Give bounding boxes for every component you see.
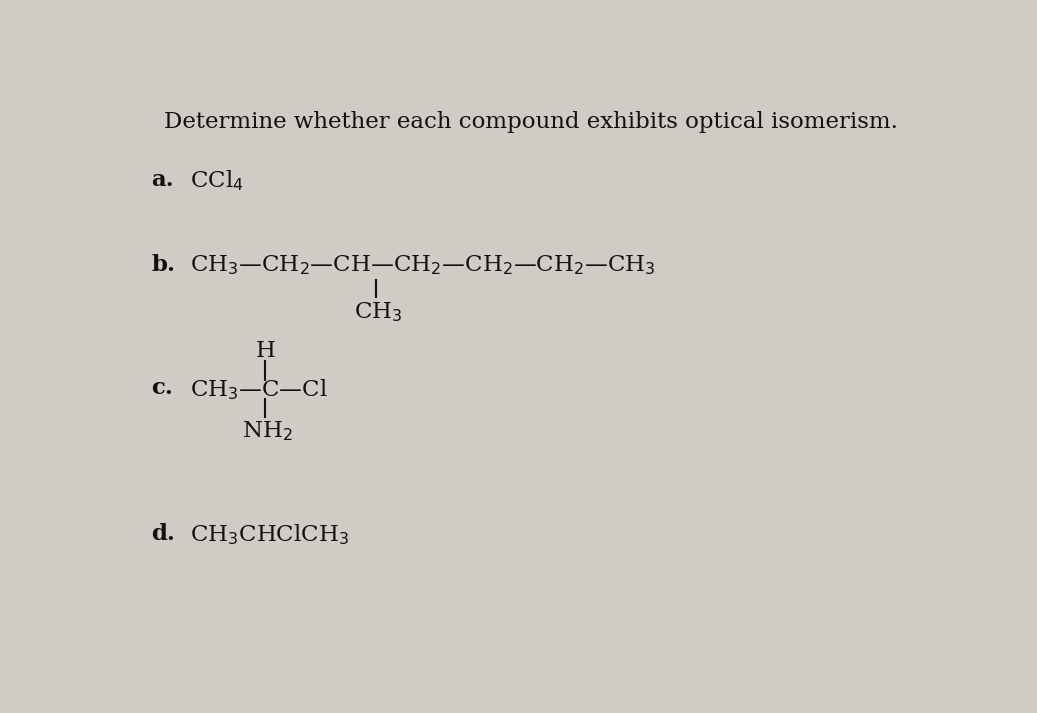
Text: CH$_3$—C—Cl: CH$_3$—C—Cl [190, 377, 328, 402]
Text: d.: d. [151, 523, 175, 545]
Text: CCl$_4$: CCl$_4$ [190, 168, 244, 193]
Text: a.: a. [151, 169, 174, 191]
Text: CH$_3$—CH$_2$—CH—CH$_2$—CH$_2$—CH$_2$—CH$_3$: CH$_3$—CH$_2$—CH—CH$_2$—CH$_2$—CH$_2$—CH… [190, 253, 655, 277]
Text: NH$_2$: NH$_2$ [242, 419, 292, 443]
Text: c.: c. [151, 377, 173, 399]
Text: Determine whether each compound exhibits optical isomerism.: Determine whether each compound exhibits… [164, 111, 898, 133]
Text: CH$_3$: CH$_3$ [355, 299, 402, 324]
Text: H: H [255, 340, 275, 362]
Text: b.: b. [151, 254, 175, 276]
Text: CH$_3$CHClCH$_3$: CH$_3$CHClCH$_3$ [190, 522, 349, 547]
